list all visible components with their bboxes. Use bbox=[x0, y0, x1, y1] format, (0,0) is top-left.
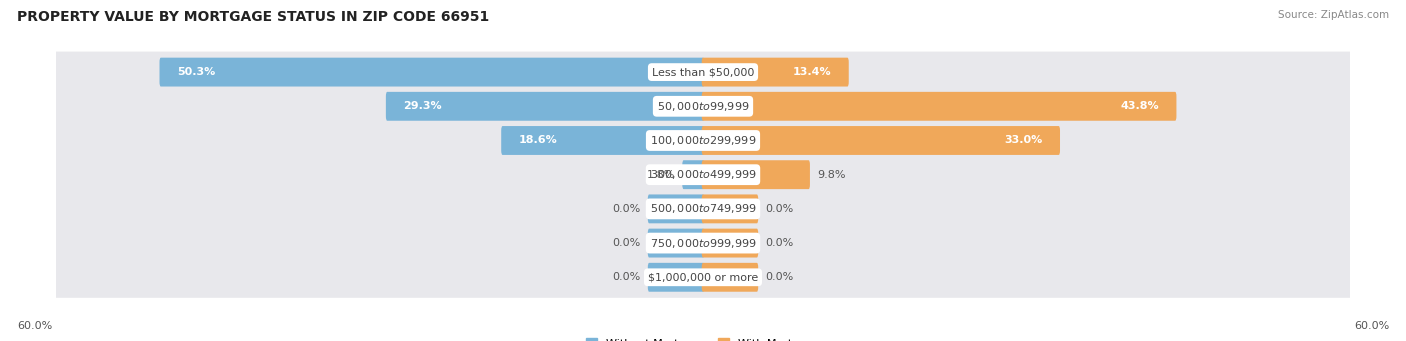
Text: 0.0%: 0.0% bbox=[612, 204, 641, 214]
FancyBboxPatch shape bbox=[501, 126, 704, 155]
FancyBboxPatch shape bbox=[385, 92, 704, 121]
Text: $100,000 to $299,999: $100,000 to $299,999 bbox=[650, 134, 756, 147]
FancyBboxPatch shape bbox=[702, 229, 758, 257]
Text: 0.0%: 0.0% bbox=[612, 238, 641, 248]
Text: Source: ZipAtlas.com: Source: ZipAtlas.com bbox=[1278, 10, 1389, 20]
FancyBboxPatch shape bbox=[38, 51, 1368, 93]
FancyBboxPatch shape bbox=[38, 86, 1368, 127]
Text: 9.8%: 9.8% bbox=[817, 170, 846, 180]
FancyBboxPatch shape bbox=[159, 58, 704, 87]
FancyBboxPatch shape bbox=[702, 263, 758, 292]
FancyBboxPatch shape bbox=[648, 263, 704, 292]
Text: 60.0%: 60.0% bbox=[1354, 321, 1389, 331]
Text: $750,000 to $999,999: $750,000 to $999,999 bbox=[650, 237, 756, 250]
Text: 60.0%: 60.0% bbox=[17, 321, 52, 331]
FancyBboxPatch shape bbox=[648, 229, 704, 257]
FancyBboxPatch shape bbox=[648, 194, 704, 223]
Text: PROPERTY VALUE BY MORTGAGE STATUS IN ZIP CODE 66951: PROPERTY VALUE BY MORTGAGE STATUS IN ZIP… bbox=[17, 10, 489, 24]
Text: 33.0%: 33.0% bbox=[1004, 135, 1043, 146]
FancyBboxPatch shape bbox=[682, 160, 704, 189]
FancyBboxPatch shape bbox=[38, 154, 1368, 195]
Text: 18.6%: 18.6% bbox=[519, 135, 557, 146]
Text: 50.3%: 50.3% bbox=[177, 67, 215, 77]
Text: 0.0%: 0.0% bbox=[765, 204, 794, 214]
Text: 0.0%: 0.0% bbox=[612, 272, 641, 282]
FancyBboxPatch shape bbox=[702, 126, 1060, 155]
Text: 29.3%: 29.3% bbox=[404, 101, 441, 111]
Text: 13.4%: 13.4% bbox=[793, 67, 831, 77]
Legend: Without Mortgage, With Mortgage: Without Mortgage, With Mortgage bbox=[582, 334, 824, 341]
FancyBboxPatch shape bbox=[702, 194, 758, 223]
FancyBboxPatch shape bbox=[38, 257, 1368, 298]
Text: 0.0%: 0.0% bbox=[765, 272, 794, 282]
FancyBboxPatch shape bbox=[702, 92, 1177, 121]
Text: $50,000 to $99,999: $50,000 to $99,999 bbox=[657, 100, 749, 113]
Text: $1,000,000 or more: $1,000,000 or more bbox=[648, 272, 758, 282]
Text: $300,000 to $499,999: $300,000 to $499,999 bbox=[650, 168, 756, 181]
FancyBboxPatch shape bbox=[702, 160, 810, 189]
Text: 0.0%: 0.0% bbox=[765, 238, 794, 248]
FancyBboxPatch shape bbox=[38, 223, 1368, 264]
Text: 43.8%: 43.8% bbox=[1121, 101, 1159, 111]
Text: 1.8%: 1.8% bbox=[647, 170, 675, 180]
FancyBboxPatch shape bbox=[702, 58, 849, 87]
FancyBboxPatch shape bbox=[38, 188, 1368, 229]
FancyBboxPatch shape bbox=[38, 120, 1368, 161]
Text: $500,000 to $749,999: $500,000 to $749,999 bbox=[650, 203, 756, 216]
Text: Less than $50,000: Less than $50,000 bbox=[652, 67, 754, 77]
